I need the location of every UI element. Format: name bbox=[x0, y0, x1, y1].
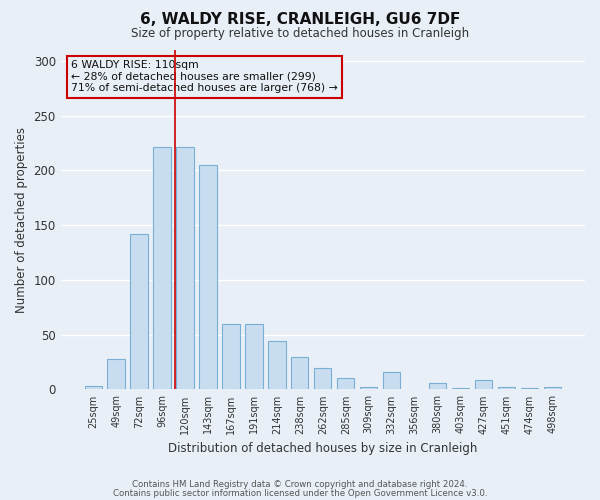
Bar bbox=[107, 359, 125, 390]
Bar bbox=[154, 148, 170, 390]
Bar bbox=[475, 380, 492, 390]
Bar bbox=[291, 356, 308, 390]
Bar bbox=[314, 368, 331, 390]
Y-axis label: Number of detached properties: Number of detached properties bbox=[15, 126, 28, 312]
Bar bbox=[544, 387, 561, 390]
Bar bbox=[245, 324, 263, 390]
Text: Contains HM Land Registry data © Crown copyright and database right 2024.: Contains HM Land Registry data © Crown c… bbox=[132, 480, 468, 489]
Text: Contains public sector information licensed under the Open Government Licence v3: Contains public sector information licen… bbox=[113, 489, 487, 498]
Bar bbox=[268, 342, 286, 390]
Bar bbox=[199, 165, 217, 390]
Bar bbox=[498, 387, 515, 390]
Bar bbox=[223, 324, 239, 390]
Text: Size of property relative to detached houses in Cranleigh: Size of property relative to detached ho… bbox=[131, 28, 469, 40]
Bar bbox=[452, 388, 469, 390]
Bar bbox=[85, 386, 102, 390]
Text: 6 WALDY RISE: 110sqm
← 28% of detached houses are smaller (299)
71% of semi-deta: 6 WALDY RISE: 110sqm ← 28% of detached h… bbox=[71, 60, 338, 94]
Bar bbox=[521, 388, 538, 390]
Bar bbox=[383, 372, 400, 390]
X-axis label: Distribution of detached houses by size in Cranleigh: Distribution of detached houses by size … bbox=[168, 442, 478, 455]
Bar bbox=[360, 387, 377, 390]
Bar bbox=[337, 378, 355, 390]
Text: 6, WALDY RISE, CRANLEIGH, GU6 7DF: 6, WALDY RISE, CRANLEIGH, GU6 7DF bbox=[140, 12, 460, 28]
Bar bbox=[429, 383, 446, 390]
Bar bbox=[130, 234, 148, 390]
Bar bbox=[176, 148, 194, 390]
